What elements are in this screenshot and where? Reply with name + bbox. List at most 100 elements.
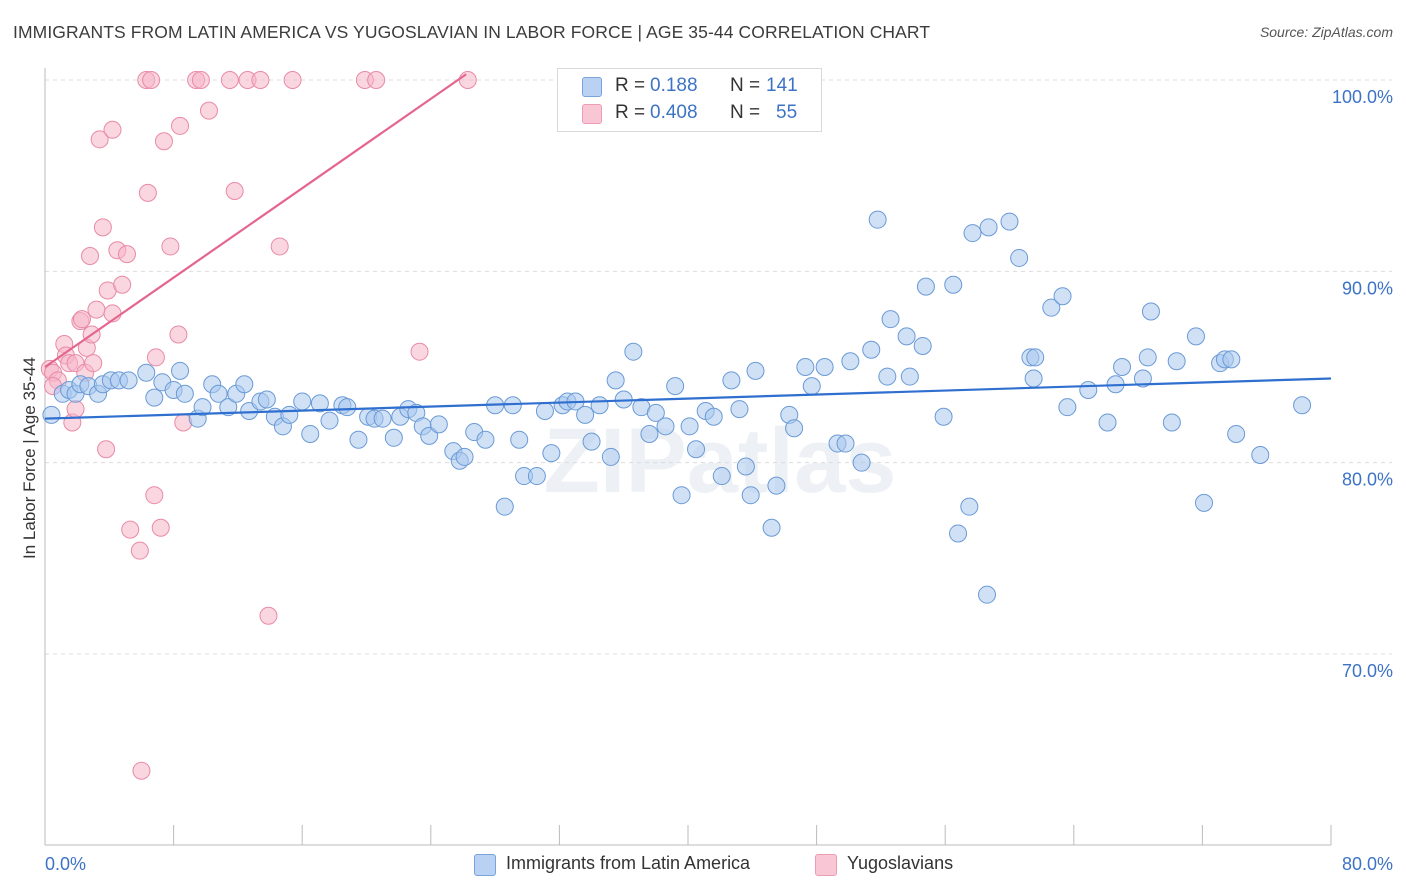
yugoslavian-point [97,440,116,459]
latin-america-point [1186,327,1205,346]
latin-america-point [878,367,897,386]
x-tick-label: 80.0% [1342,854,1393,874]
latin-america-point [606,371,625,390]
latin-america-point [1058,398,1077,417]
legend-r-value: 0.188 [650,75,698,96]
yugoslavian-point [151,518,170,537]
latin-america-point [656,417,675,436]
y-tick-label: 90.0% [1342,278,1393,298]
yugoslavian-point [154,132,173,151]
yugoslavian-point [225,181,244,200]
latin-america-point [535,402,554,421]
latin-america-point [949,524,968,543]
latin-america-point [963,224,982,243]
latin-america-point [590,396,609,415]
latin-america-point [802,377,821,396]
latin-america-point [712,467,731,486]
legend-swatch-pink [582,104,602,124]
latin-america-point [420,426,439,445]
yugoslavian-point [132,761,151,780]
latin-america-point [257,390,276,409]
latin-america-point [1079,380,1098,399]
latin-america-point [666,377,685,396]
yugoslavian-point [113,275,132,294]
latin-america-point [687,440,706,459]
y-tick-labels: 70.0% 80.0% 90.0% 100.0% [1332,87,1393,681]
yugoslavian-point [220,71,239,89]
latin-america-point [349,430,368,449]
y-tick-label: 100.0% [1332,87,1393,107]
x-tick-label: 0.0% [45,854,86,874]
yugoslavian-point [66,400,85,419]
yugoslavian-point [103,120,122,139]
latin-america-point [841,352,860,371]
stats-legend: R = 0.188 N = 141 R = 0.408 N = 55 [557,68,822,132]
latin-america-point [542,444,561,463]
legend-r-value: 0.408 [650,102,698,123]
yugoslavian-point [81,247,100,266]
latin-america-point [1000,212,1019,231]
latin-america-point [672,486,691,505]
latin-america-point [1053,287,1072,306]
latin-america-point [868,210,887,229]
latin-america-point [1167,352,1186,371]
latin-america-point [897,327,916,346]
latin-america-point [235,375,254,394]
latin-america-point [881,310,900,329]
trend-line-yugoslavians [44,73,467,368]
latin-america-point [175,384,194,403]
yugoslavian-point [259,606,278,625]
latin-america-point [280,405,299,424]
latin-america-point [796,358,815,376]
latin-america-point [1098,413,1117,432]
latin-america-point [42,405,61,424]
yugoslavian-point [458,71,477,89]
y-axis-label: In Labor Force | Age 35-44 [20,357,39,559]
latin-america-point [219,398,238,417]
latin-america-point [852,453,871,472]
latin-america-point [119,371,138,390]
latin-america-point [862,340,881,359]
trend-line-latin-america [44,377,1332,420]
latin-america-point [900,367,919,386]
latin-america-point [1141,302,1160,321]
latin-america-point [1113,358,1132,376]
yugoslavian-point [142,71,161,89]
latin-america-point [1227,424,1246,443]
yugoslavian-point [171,116,190,135]
latin-america-point [1222,350,1241,369]
yugoslavian-point [251,71,270,89]
latin-america-point [510,430,529,449]
latin-america-point [640,424,659,443]
yugoslavian-point [145,486,164,505]
latin-america-point [1026,348,1045,367]
legend-r-label: R = [615,75,646,96]
yugoslavian-point [161,237,180,256]
latin-america-point [301,424,320,443]
latin-america-point [384,428,403,447]
yugoslavian-point [72,310,91,329]
latin-america-point [209,384,228,403]
latin-america-point [1138,348,1157,367]
latin-america-point [960,497,979,516]
latin-america-point [680,417,699,436]
latin-america-point [576,405,595,424]
trend-lines [44,73,1332,420]
latin-america-point [646,403,665,422]
latin-america-point [916,277,935,296]
y-tick-label: 70.0% [1342,661,1393,681]
latin-america-point [913,336,932,355]
chart-title: IMMIGRANTS FROM LATIN AMERICA VS YUGOSLA… [13,22,931,42]
x-tick-labels: 0.0% 80.0% [45,854,1393,874]
latin-america-point [1195,493,1214,512]
latin-america-point [1293,396,1312,415]
yugoslavian-point [90,130,109,149]
legend-n-value: 141 [766,75,798,96]
latin-america-point [1042,298,1061,317]
latin-america-point [193,398,212,417]
yugoslavian-point [169,325,188,344]
yugoslavian-point [121,520,140,539]
latin-america-point [476,430,495,449]
yugoslavian-point [367,71,386,89]
